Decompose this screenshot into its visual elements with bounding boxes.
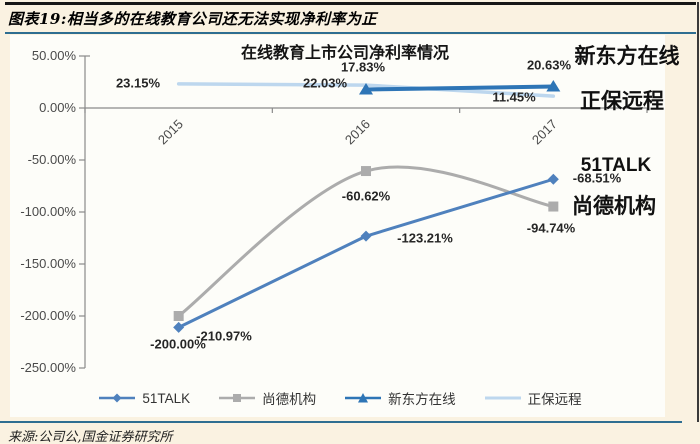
figure-title: 图表19:相当多的在线教育公司还无法实现净利率为正 — [8, 10, 377, 28]
series-label-xdf-online: 新东方在线 — [574, 45, 680, 68]
data-label: 11.45% — [492, 89, 536, 105]
line-square-marker-icon — [219, 394, 256, 402]
data-label: 22.03% — [302, 75, 348, 91]
line-triangle-marker-icon — [345, 393, 382, 403]
legend-label: 正保远程 — [527, 392, 582, 407]
line-marker-icon — [484, 396, 521, 400]
legend-label: 新东方在线 — [388, 392, 456, 407]
data-label: 17.83% — [340, 59, 386, 75]
chart-legend: 51TALK 尚德机构 新东方在线 正保远程 — [10, 388, 670, 408]
legend-item-sunlands: 尚德机构 — [218, 388, 316, 408]
y-axis-tick-label: -100.00% — [20, 204, 76, 219]
data-label: -94.74% — [526, 220, 576, 236]
figure-header: 图表19:相当多的在线教育公司还无法实现净利率为正 — [8, 8, 658, 29]
y-axis-tick-label: -50.00% — [27, 152, 76, 167]
series-label-zhengbao: 正保远程 — [580, 90, 664, 113]
data-label: -123.21% — [397, 230, 453, 246]
y-axis-tick-label: -200.00% — [20, 308, 76, 323]
series-label-51talk: 51TALK — [580, 155, 652, 176]
header-rule — [5, 32, 696, 34]
legend-item-xdf-online: 新东方在线 — [344, 388, 456, 408]
y-axis-tick-label: 0.00% — [39, 100, 76, 115]
data-label: 20.63% — [526, 57, 572, 73]
series-label-sunlands: 尚德机构 — [572, 195, 656, 218]
data-label: -60.62% — [341, 188, 391, 204]
right-border — [697, 2, 699, 422]
footer-divider — [0, 421, 682, 423]
legend-item-51talk: 51TALK — [98, 391, 190, 406]
legend-label: 51TALK — [142, 390, 191, 406]
y-axis-tick-label: -250.00% — [20, 360, 76, 375]
source-note: 来源:公司公,国金证券研究所 — [8, 430, 173, 444]
top-border — [5, 2, 696, 5]
data-label: -68.51% — [572, 170, 622, 186]
chart-title: 在线教育上市公司净利率情况 — [240, 45, 450, 62]
y-axis-tick-label: -150.00% — [20, 256, 76, 271]
legend-label: 尚德机构 — [262, 392, 317, 407]
y-axis-tick-label: 50.00% — [31, 48, 76, 63]
data-label: -200.00% — [150, 336, 206, 352]
data-label: -210.97% — [196, 328, 252, 344]
line-diamond-marker-icon — [99, 393, 136, 403]
legend-item-zhengbao: 正保远程 — [484, 388, 582, 408]
data-label: 23.15% — [115, 75, 161, 91]
